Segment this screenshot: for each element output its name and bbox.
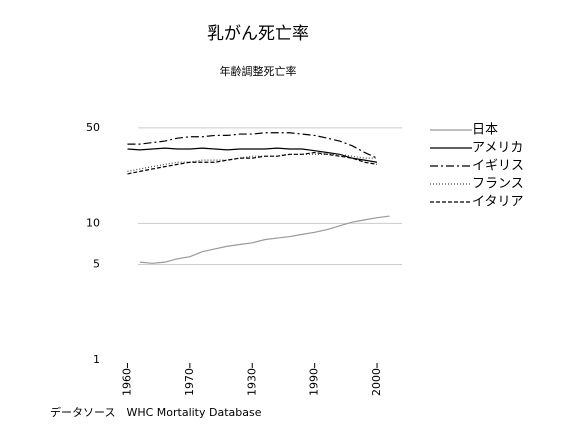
- series-line: [127, 147, 378, 163]
- series-line: [127, 132, 378, 159]
- x-tick-label: 1990: [308, 368, 321, 396]
- chart-subtitle: 年齢調整死亡率: [220, 64, 297, 78]
- y-tick-label: 50: [86, 121, 100, 134]
- x-tick-label: 1960: [120, 368, 133, 396]
- y-tick-label: 10: [86, 216, 100, 229]
- legend-label: イギリス: [472, 159, 524, 174]
- x-tick-label: 1930: [245, 368, 258, 396]
- legend-label: 日本: [472, 123, 498, 138]
- legend-label: フランス: [472, 177, 524, 192]
- legend-label: イタリア: [472, 195, 523, 210]
- x-tick-label: 2000: [370, 368, 383, 396]
- series-line: [139, 215, 390, 264]
- series-line: [127, 153, 378, 172]
- x-tick-label: 1970: [183, 368, 196, 396]
- legend-label: アメリカ: [472, 141, 523, 156]
- source-note: データソース WHC Mortality Database: [50, 405, 262, 419]
- chart-title: 乳がん死亡率: [207, 24, 309, 44]
- y-tick-label: 5: [93, 257, 100, 270]
- y-tick-label: 1: [93, 353, 100, 366]
- series-line: [127, 151, 378, 175]
